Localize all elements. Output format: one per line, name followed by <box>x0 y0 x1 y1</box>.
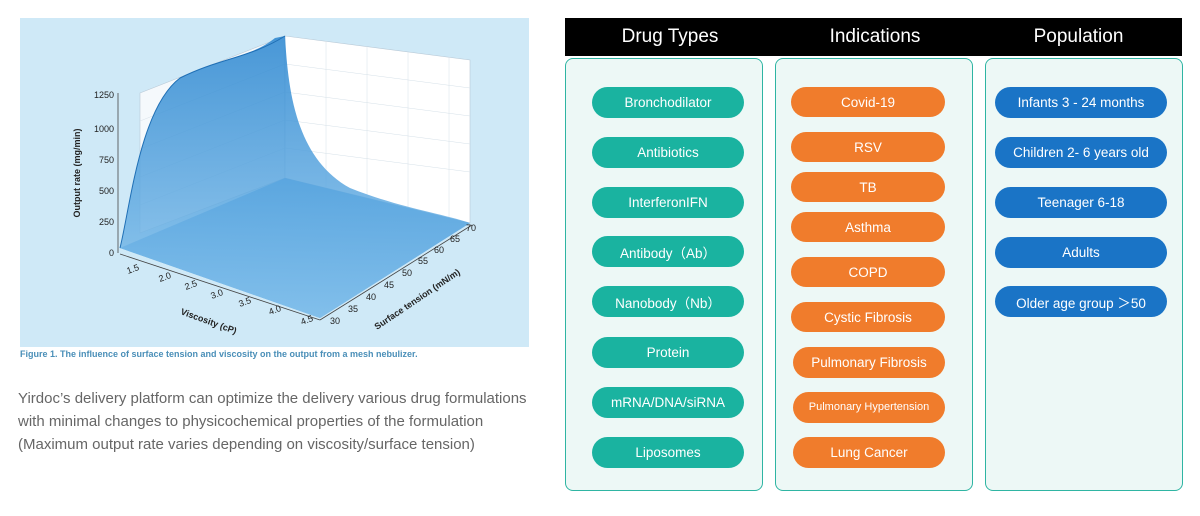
z-axis-label: Surface tension (mN/m) <box>373 267 462 332</box>
surface-plot: 0 250 500 750 1000 1250 Output rate (mg/… <box>72 35 476 336</box>
drug-type-pill: InterferonIFN <box>592 187 744 218</box>
surface-peak <box>120 36 470 318</box>
header-drug-types: Drug Types <box>565 18 775 56</box>
indication-pill: Cystic Fibrosis <box>791 302 945 332</box>
y-tick: 250 <box>99 217 114 227</box>
x-tick: 4.0 <box>267 303 282 317</box>
x-tick: 3.0 <box>209 287 224 301</box>
indication-pill: Pulmonary Fibrosis <box>793 347 945 378</box>
z-tick: 45 <box>384 280 394 290</box>
indication-pill: COPD <box>791 257 945 287</box>
z-tick: 55 <box>418 256 428 266</box>
x-axis-line <box>119 253 321 321</box>
y-tick: 1000 <box>94 124 114 134</box>
population-pill: Adults <box>995 237 1167 268</box>
population-pill: Teenager 6-18 <box>995 187 1167 218</box>
indication-pill: RSV <box>791 132 945 162</box>
z-tick: 35 <box>348 304 358 314</box>
description-line: Yirdoc’s delivery platform can optimize … <box>18 390 527 407</box>
description-line: (Maximum output rate varies depending on… <box>18 436 475 453</box>
indication-pill: Pulmonary Hypertension <box>793 392 945 423</box>
drug-types-column <box>565 58 763 491</box>
x-tick-labels: 1.5 2.0 2.5 3.0 3.5 4.0 4.5 <box>125 262 314 327</box>
drug-type-pill: Antibody（Ab） <box>592 236 744 267</box>
z-tick: 40 <box>366 292 376 302</box>
header-population: Population <box>975 18 1182 56</box>
population-pill: Older age group ＞50 <box>995 286 1167 317</box>
population-pill: Children 2- 6 years old <box>995 137 1167 168</box>
drug-type-pill: Nanobody（Nb） <box>592 286 744 317</box>
y-tick-labels: 0 250 500 750 1000 1250 <box>94 90 114 258</box>
z-tick: 65 <box>450 234 460 244</box>
z-tick: 70 <box>466 223 476 233</box>
drug-type-pill: Liposomes <box>592 437 744 468</box>
y-tick: 1250 <box>94 90 114 100</box>
description-text: Yirdoc’s delivery platform can optimize … <box>18 387 538 456</box>
population-column <box>985 58 1183 491</box>
z-axis-line <box>319 224 473 321</box>
z-tick: 30 <box>330 316 340 326</box>
y-tick: 750 <box>99 155 114 165</box>
indication-pill: TB <box>791 172 945 202</box>
z-tick: 60 <box>434 245 444 255</box>
z-tick: 50 <box>402 268 412 278</box>
drug-type-pill: Protein <box>592 337 744 368</box>
description-line: with minimal changes to physicochemical … <box>18 413 484 430</box>
x-tick: 3.5 <box>237 295 252 309</box>
indication-pill: Lung Cancer <box>793 437 945 468</box>
z-tick-labels: 30 35 40 45 50 55 60 65 70 <box>330 223 476 326</box>
surface-ridge <box>119 35 286 249</box>
drug-type-pill: Antibiotics <box>592 137 744 168</box>
figure-caption: Figure 1. The influence of surface tensi… <box>20 349 418 359</box>
x-axis-label: Viscosity (cP) <box>179 306 238 336</box>
y-axis-label: Output rate (mg/min) <box>72 129 82 218</box>
x-tick: 2.5 <box>183 278 198 292</box>
y-tick: 500 <box>99 186 114 196</box>
header-indications: Indications <box>775 18 975 56</box>
x-tick: 1.5 <box>125 262 140 276</box>
surface-plot-figure: 0 250 500 750 1000 1250 Output rate (mg/… <box>20 18 529 347</box>
x-tick: 2.0 <box>157 270 172 284</box>
y-tick: 0 <box>109 248 114 258</box>
x-tick: 4.5 <box>299 313 314 327</box>
drug-type-pill: mRNA/DNA/siRNA <box>592 387 744 418</box>
population-pill: Infants 3 - 24 months <box>995 87 1167 118</box>
indication-pill: Asthma <box>791 212 945 242</box>
drug-type-pill: Bronchodilator <box>592 87 744 118</box>
indication-pill: Covid-19 <box>791 87 945 117</box>
